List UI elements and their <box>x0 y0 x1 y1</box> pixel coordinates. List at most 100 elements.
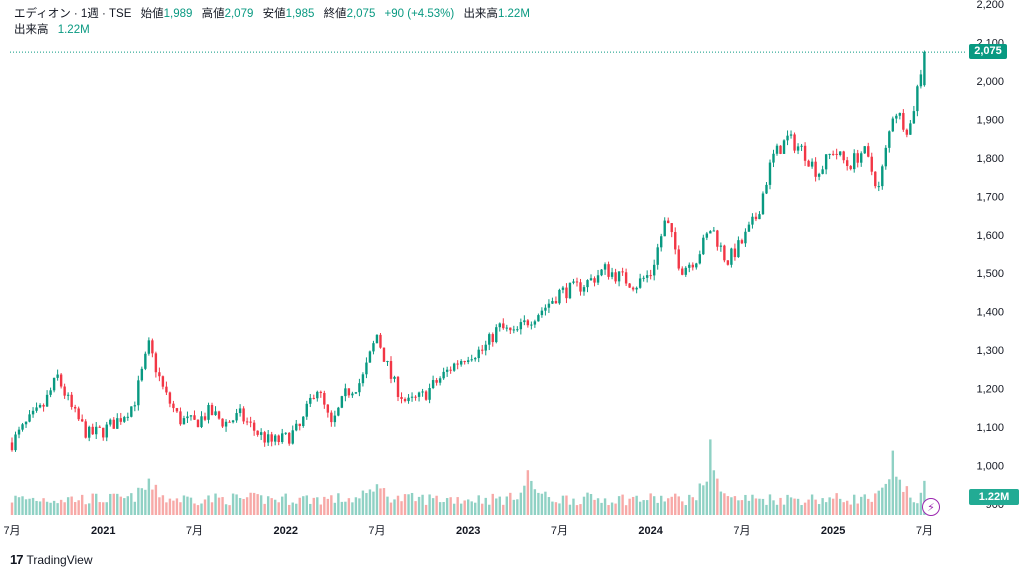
candle-body <box>681 268 684 275</box>
price-axis[interactable]: 9001,0001,1001,2001,3001,4001,5001,6001,… <box>976 0 1004 511</box>
volume-bar <box>603 498 607 515</box>
candle-body <box>210 404 214 416</box>
volume-bar <box>42 498 45 515</box>
candle-body <box>754 216 758 220</box>
volume-bar <box>316 497 319 515</box>
volume-bar <box>642 500 645 515</box>
candle-body <box>140 368 144 381</box>
candle-body <box>438 378 442 383</box>
volume-bar <box>888 479 891 515</box>
candle-body <box>442 371 445 379</box>
candle-body <box>828 153 831 155</box>
candle-body <box>758 214 761 220</box>
candle-body <box>309 397 312 404</box>
candle-body <box>821 169 824 174</box>
candle-body <box>407 397 410 402</box>
volume-bar <box>238 497 242 515</box>
candle-body <box>63 386 66 396</box>
price-tick-label: 1,400 <box>976 307 1004 319</box>
volume-bar <box>172 500 175 515</box>
volume-bar <box>498 496 501 515</box>
volume-bar <box>403 494 407 515</box>
volume-bar <box>916 503 919 515</box>
volume-bar <box>631 496 635 515</box>
candle-body <box>151 340 154 354</box>
volume-bar <box>242 498 245 515</box>
volume-bar <box>189 497 193 515</box>
volume-bar <box>621 494 624 515</box>
candle-body <box>905 129 909 135</box>
volume-bar <box>379 488 382 515</box>
candle-body <box>112 419 115 429</box>
volume-bar <box>140 488 144 515</box>
volume-bar <box>266 496 270 515</box>
price-tick-label: 1,000 <box>976 461 1004 473</box>
candle-body <box>273 435 277 442</box>
candle-body <box>116 418 119 429</box>
volume-bar <box>109 493 112 515</box>
time-axis[interactable]: 7月 2021 7月 2022 7月 2023 7月 2024 7月 2025 7月 <box>3 525 933 537</box>
candle-body <box>888 131 891 148</box>
candle-body <box>642 277 645 279</box>
volume-bar <box>452 503 456 515</box>
volume-bar <box>853 494 856 515</box>
candle-body <box>621 271 624 273</box>
volume-bar <box>617 496 621 515</box>
candle-body <box>544 307 547 311</box>
volume-bar <box>800 505 803 515</box>
candle-body <box>168 392 172 404</box>
candle-body <box>807 160 810 167</box>
time-tick-label: 2025 <box>821 525 845 537</box>
volume-bar <box>302 496 305 515</box>
candle-body <box>579 282 582 292</box>
candle-body <box>393 376 396 379</box>
volume-bar <box>73 502 77 515</box>
candle-body <box>772 153 775 163</box>
candle-body <box>372 343 375 352</box>
candle-body <box>853 153 856 170</box>
time-tick-label: 2022 <box>273 525 297 537</box>
candle-body <box>835 153 838 155</box>
volume-bar <box>154 484 158 515</box>
candle-body <box>603 264 607 270</box>
candle-body <box>42 405 45 407</box>
candle-body <box>656 247 659 265</box>
tradingview-logo[interactable]: 17 TradingView <box>10 552 93 567</box>
volume-bar <box>624 505 628 515</box>
volume-value: 1.22M <box>497 8 530 20</box>
candle-body <box>88 426 91 438</box>
candle-body <box>589 278 593 281</box>
volume-bar <box>21 496 24 515</box>
volume-row-label: 出来高 <box>14 24 49 36</box>
volume-bar <box>775 504 779 515</box>
candle-body <box>323 392 326 405</box>
volume-bar <box>196 505 200 515</box>
candle-body <box>856 153 859 163</box>
volume-bar <box>351 502 354 515</box>
volume-bar <box>80 494 84 515</box>
volume-bar <box>905 486 909 515</box>
volume-bar <box>863 494 866 515</box>
candle-body <box>691 264 694 268</box>
lightning-icon[interactable]: ⚡ <box>922 498 940 516</box>
candle-body <box>379 334 382 348</box>
candle-body <box>723 245 726 261</box>
candle-body <box>709 231 712 234</box>
volume-bar <box>663 501 666 515</box>
candle-body <box>751 216 754 225</box>
candle-body <box>744 231 747 244</box>
volume-bar <box>270 498 273 515</box>
candle-body <box>330 412 333 423</box>
candle-body <box>537 315 540 322</box>
candle-body <box>238 408 242 414</box>
volume-bar <box>372 491 375 515</box>
volume-bar <box>842 502 845 515</box>
candle-body <box>484 344 487 351</box>
price-tick-label: 1,800 <box>976 153 1004 165</box>
volume-bar <box>551 501 554 515</box>
candle-body <box>558 289 561 304</box>
volume-bar <box>228 505 231 515</box>
candle-body <box>684 267 687 275</box>
volume-bar <box>123 498 126 515</box>
